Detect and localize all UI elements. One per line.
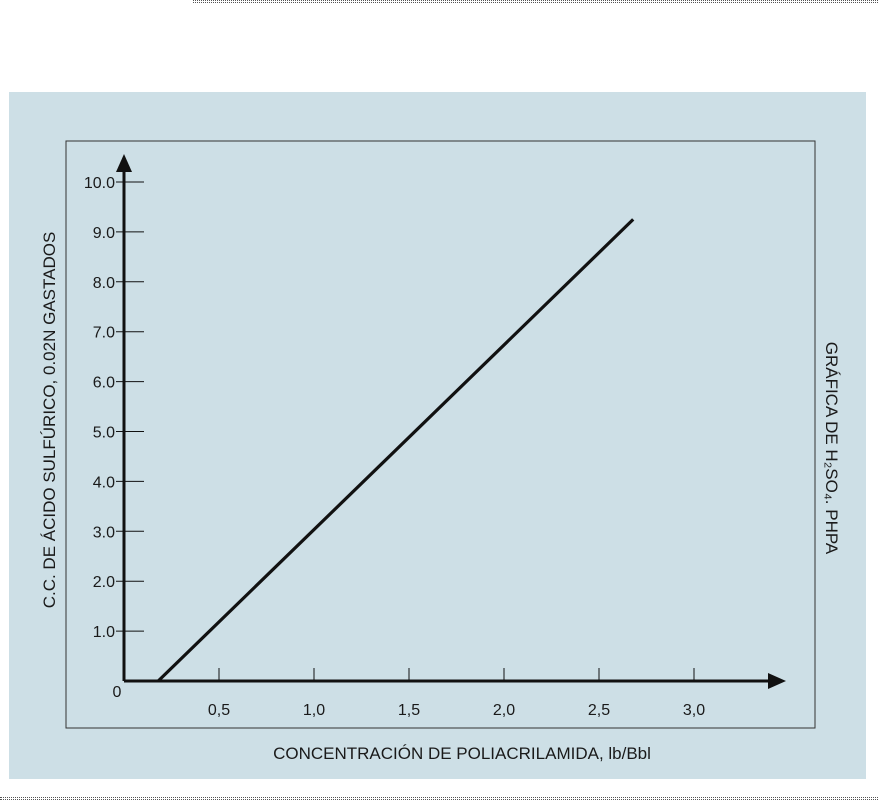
- y-axis-title: C.C. DE ÁCIDO SULFÚRICO, 0.02N GASTADOS: [40, 232, 59, 609]
- series-group: [157, 218, 635, 683]
- x-tick-label-2: 1,5: [398, 702, 420, 719]
- x-tick-label-1: 1,0: [303, 702, 325, 719]
- y-tick-label-7: 8.0: [93, 275, 115, 292]
- y-tick-group: 1.0 2.0 3.0 4.0 5.0 6.0 7.0 8.0 9.0 10.0: [84, 175, 144, 641]
- axes: [116, 154, 786, 689]
- plot-frame: [65, 140, 816, 729]
- x-axis-arrowhead: [768, 673, 786, 689]
- series-line-0: [157, 218, 635, 683]
- y-tick-label-1: 2.0: [93, 574, 115, 591]
- x-tick-label-5: 3,0: [683, 702, 705, 719]
- y-axis-arrowhead: [116, 154, 132, 172]
- x-tick-group: 0,5 1,0 1,5 2,0 2,5 3,0: [208, 668, 705, 719]
- x-axis-title: CONCENTRACIÓN DE POLIACRILAMIDA, lb/Bbl: [273, 744, 651, 763]
- top-dotted-rule: [193, 0, 878, 3]
- y-tick-label-9: 10.0: [84, 175, 115, 192]
- y-tick-label-4: 5.0: [93, 425, 115, 442]
- x-tick-label-4: 2,5: [588, 702, 610, 719]
- panel-background: [9, 92, 866, 779]
- y-tick-label-8: 9.0: [93, 225, 115, 242]
- y-tick-label-5: 6.0: [93, 375, 115, 392]
- y-tick-label-0: 1.0: [93, 624, 115, 641]
- side-chart-title: GRÁFICA DE H₂SO₄. PHPA: [822, 342, 841, 555]
- y-tick-label-3: 4.0: [93, 474, 115, 491]
- y-tick-label-6: 7.0: [93, 325, 115, 342]
- bottom-dotted-rule: [0, 797, 878, 800]
- y-tick-label-2: 3.0: [93, 524, 115, 541]
- origin-label: 0: [113, 684, 122, 701]
- x-tick-label-3: 2,0: [493, 702, 515, 719]
- x-tick-label-0: 0,5: [208, 702, 230, 719]
